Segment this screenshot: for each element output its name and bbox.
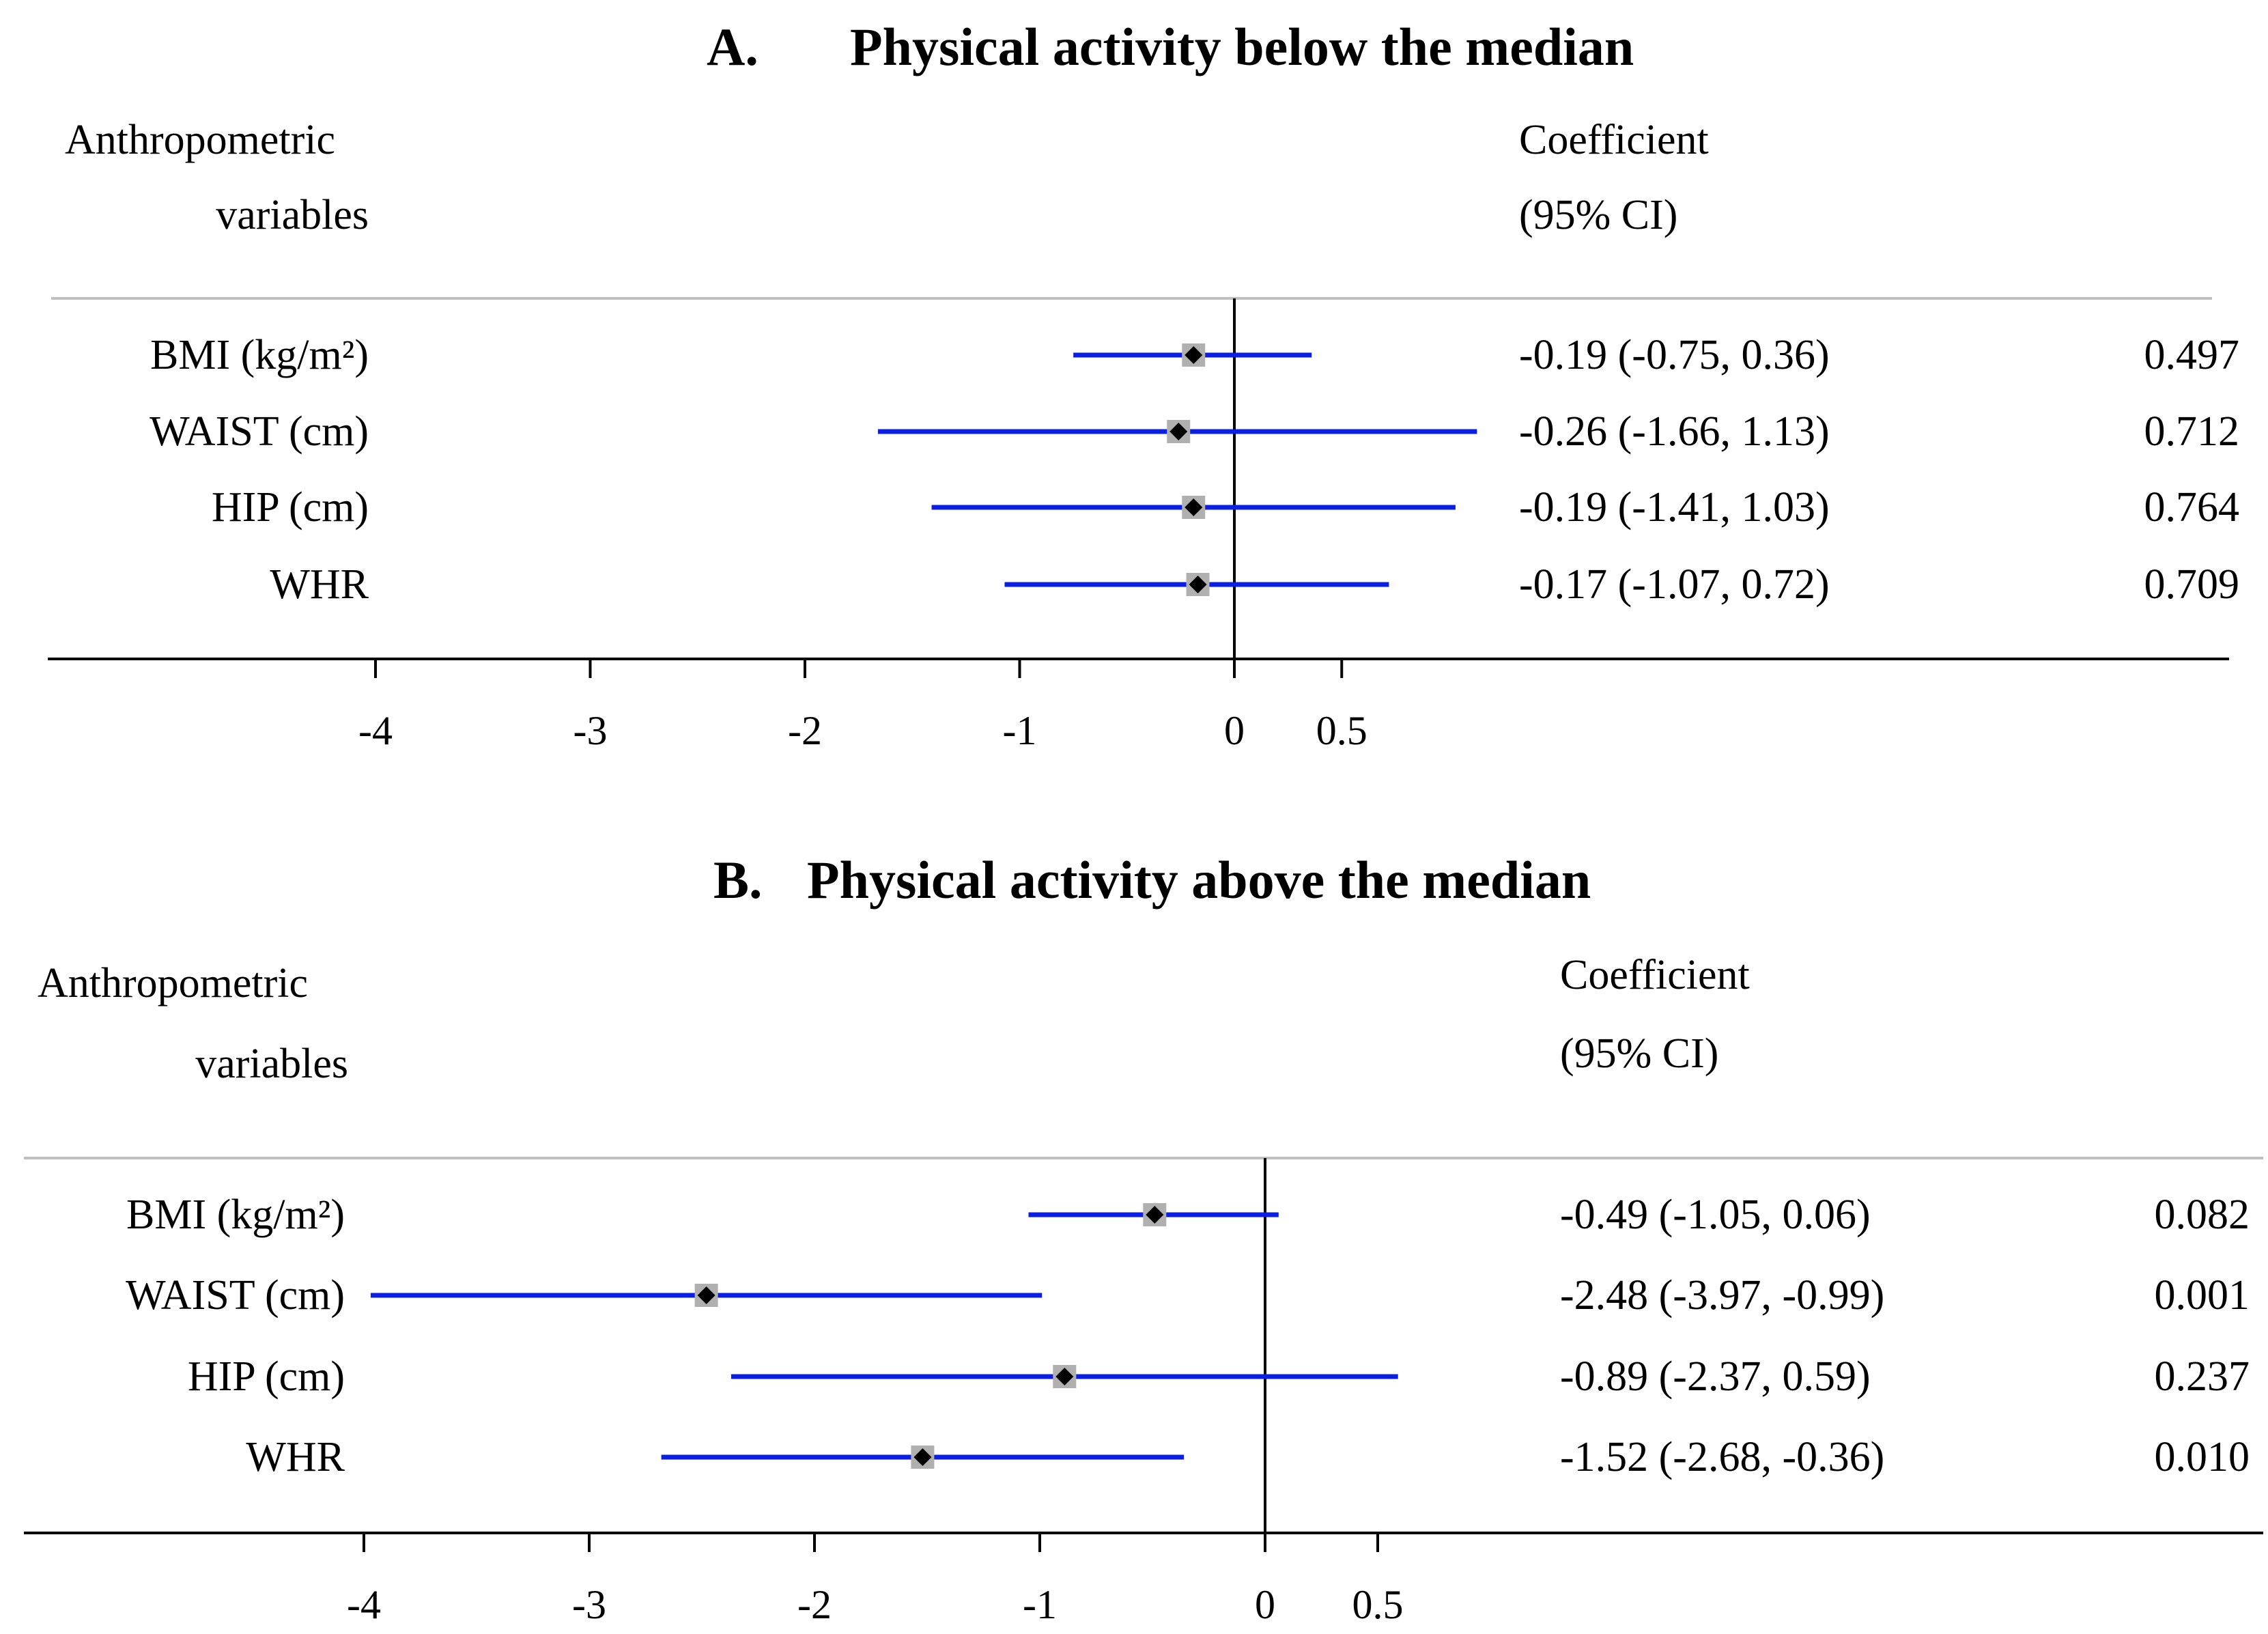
x-tick-label: 0	[1255, 1582, 1275, 1627]
point-estimate-marker	[1185, 498, 1203, 516]
panel-letter: A.	[707, 17, 759, 76]
point-estimate-marker	[1170, 423, 1188, 440]
x-tick-label: 0.5	[1352, 1582, 1404, 1627]
panel-title: Physical activity below the median	[850, 17, 1634, 76]
header-variables-line2: variables	[216, 192, 369, 238]
point-estimate-marker	[1189, 576, 1207, 593]
p-value: 0.082	[2155, 1192, 2250, 1238]
panel-letter: B.	[713, 850, 763, 910]
x-tick-label: -3	[573, 708, 608, 753]
row-label: WHR	[270, 561, 369, 608]
panel-title: Physical activity above the median	[807, 850, 1591, 910]
header-variables-line2: variables	[195, 1041, 348, 1087]
row-label: WAIST (cm)	[150, 408, 369, 455]
x-tick-label: 0.5	[1316, 708, 1367, 753]
header-variables-line1: Anthropometric	[65, 117, 335, 163]
p-value: 0.001	[2155, 1272, 2250, 1319]
coefficient-ci-value: -2.48 (-3.97, -0.99)	[1560, 1272, 1884, 1319]
p-value: 0.237	[2155, 1353, 2250, 1400]
coefficient-ci-value: -0.49 (-1.05, 0.06)	[1560, 1192, 1871, 1238]
p-value: 0.764	[2144, 484, 2240, 531]
row-label: WAIST (cm)	[126, 1272, 345, 1319]
x-tick-label: -4	[347, 1582, 381, 1627]
x-tick-label: -2	[797, 1582, 832, 1627]
coefficient-ci-value: -0.19 (-1.41, 1.03)	[1519, 484, 1830, 531]
coefficient-ci-value: -0.19 (-0.75, 0.36)	[1519, 332, 1830, 378]
row-label: WHR	[246, 1434, 345, 1480]
x-tick-label: 0	[1224, 708, 1245, 753]
header-coefficient-line2: (95% CI)	[1519, 192, 1677, 238]
p-value: 0.712	[2144, 408, 2240, 455]
row-label: BMI (kg/m²)	[126, 1192, 345, 1238]
coefficient-ci-value: -1.52 (-2.68, -0.36)	[1560, 1434, 1884, 1480]
point-estimate-marker	[1146, 1206, 1164, 1224]
header-variables-line1: Anthropometric	[38, 960, 308, 1006]
p-value: 0.709	[2144, 561, 2240, 608]
p-value: 0.010	[2155, 1434, 2250, 1480]
coefficient-ci-value: -0.89 (-2.37, 0.59)	[1560, 1353, 1871, 1400]
row-label: HIP (cm)	[188, 1353, 345, 1400]
row-label: HIP (cm)	[212, 484, 369, 531]
coefficient-ci-value: -0.17 (-1.07, 0.72)	[1519, 561, 1830, 608]
point-estimate-marker	[1055, 1368, 1074, 1385]
p-value: 0.497	[2144, 332, 2240, 378]
coefficient-ci-value: -0.26 (-1.66, 1.13)	[1519, 408, 1830, 455]
x-tick-label: -1	[1003, 708, 1037, 753]
point-estimate-marker	[913, 1448, 932, 1466]
header-coefficient-line1: Coefficient	[1560, 952, 1750, 998]
header-coefficient-line2: (95% CI)	[1560, 1030, 1718, 1077]
x-tick-label: -4	[358, 708, 393, 753]
point-estimate-marker	[697, 1286, 715, 1304]
row-label: BMI (kg/m²)	[150, 332, 369, 378]
x-tick-label: -3	[572, 1582, 606, 1627]
header-coefficient-line1: Coefficient	[1519, 117, 1709, 163]
panel-a: A. Physical activity below the median Anth…	[48, 17, 2239, 753]
panel-b: B. Physical activity above the median Anth…	[24, 850, 2263, 1627]
x-tick-label: -1	[1023, 1582, 1057, 1627]
x-tick-label: -2	[788, 708, 822, 753]
point-estimate-marker	[1185, 346, 1203, 364]
